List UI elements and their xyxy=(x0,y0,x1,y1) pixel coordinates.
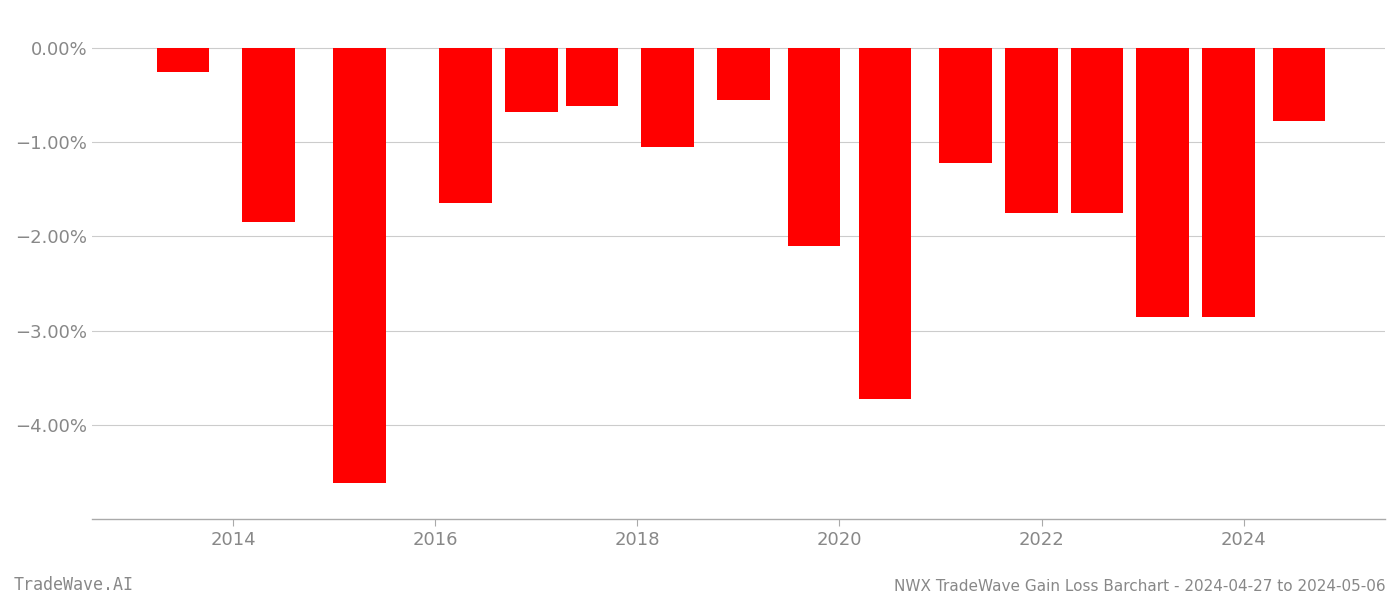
Bar xyxy=(858,48,911,398)
Bar xyxy=(1273,48,1326,121)
Bar xyxy=(717,48,770,100)
Bar xyxy=(641,48,694,147)
Bar xyxy=(1203,48,1254,317)
Bar xyxy=(566,48,619,106)
Bar xyxy=(440,48,491,203)
Bar xyxy=(788,48,840,246)
Bar xyxy=(157,48,209,71)
Bar xyxy=(1071,48,1123,213)
Text: NWX TradeWave Gain Loss Barchart - 2024-04-27 to 2024-05-06: NWX TradeWave Gain Loss Barchart - 2024-… xyxy=(895,579,1386,594)
Bar xyxy=(939,48,993,163)
Bar xyxy=(505,48,557,112)
Bar xyxy=(242,48,295,223)
Text: TradeWave.AI: TradeWave.AI xyxy=(14,576,134,594)
Bar xyxy=(1005,48,1057,213)
Bar xyxy=(1137,48,1189,317)
Bar xyxy=(333,48,386,484)
